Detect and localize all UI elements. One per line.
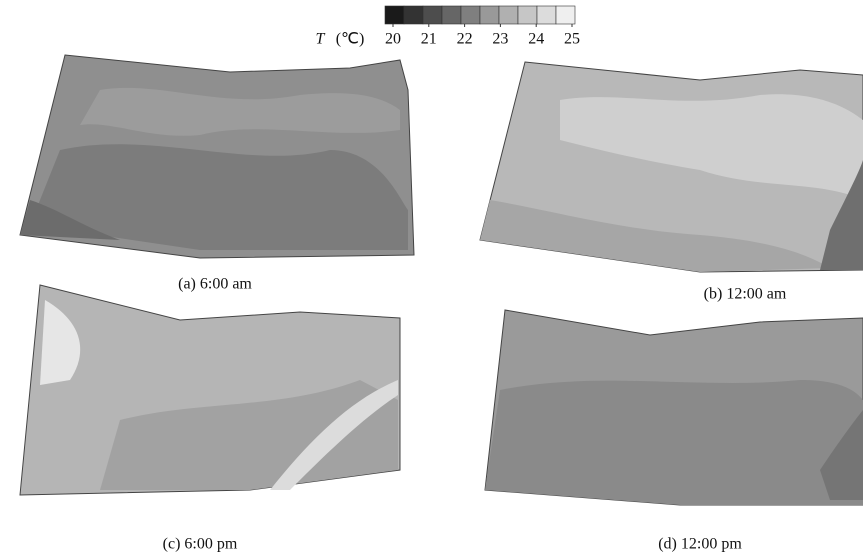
panel-caption: (d) 12:00 pm <box>658 536 742 553</box>
figure: T (℃) (a) 6:00 am (b) 12:00 am (c) 6:00 … <box>0 0 863 556</box>
colorbar-tick-label: 21 <box>421 31 437 48</box>
page: T (℃) (a) 6:00 am (b) 12:00 am (c) 6:00 … <box>0 0 863 556</box>
panel-caption: (c) 6:00 pm <box>163 536 238 553</box>
colorbar-swatch <box>556 6 575 24</box>
colorbar-swatch <box>518 6 537 24</box>
colorbar-variable: T <box>316 31 326 48</box>
colorbar-unit: (℃) <box>336 31 365 48</box>
colorbar-swatch <box>499 6 518 24</box>
contour-a <box>20 55 414 258</box>
colorbar-tick-label: 20 <box>385 31 401 48</box>
colorbar-swatch <box>404 6 423 24</box>
contour-d <box>485 310 863 505</box>
colorbar-tick-label: 25 <box>564 31 580 48</box>
colorbar-swatch <box>461 6 480 24</box>
colorbar-swatch <box>537 6 556 24</box>
contour-c <box>20 285 400 495</box>
panel-caption: (b) 12:00 am <box>704 286 787 303</box>
colorbar-swatch <box>442 6 461 24</box>
colorbar-swatch <box>423 6 442 24</box>
colorbar-tick-label: 22 <box>457 31 473 48</box>
colorbar-swatch <box>480 6 499 24</box>
colorbar-tick-label: 24 <box>528 31 544 48</box>
colorbar-tick-label: 23 <box>492 31 508 48</box>
contour-b <box>480 62 863 272</box>
panel-caption: (a) 6:00 am <box>178 276 252 293</box>
colorbar-swatch <box>385 6 404 24</box>
